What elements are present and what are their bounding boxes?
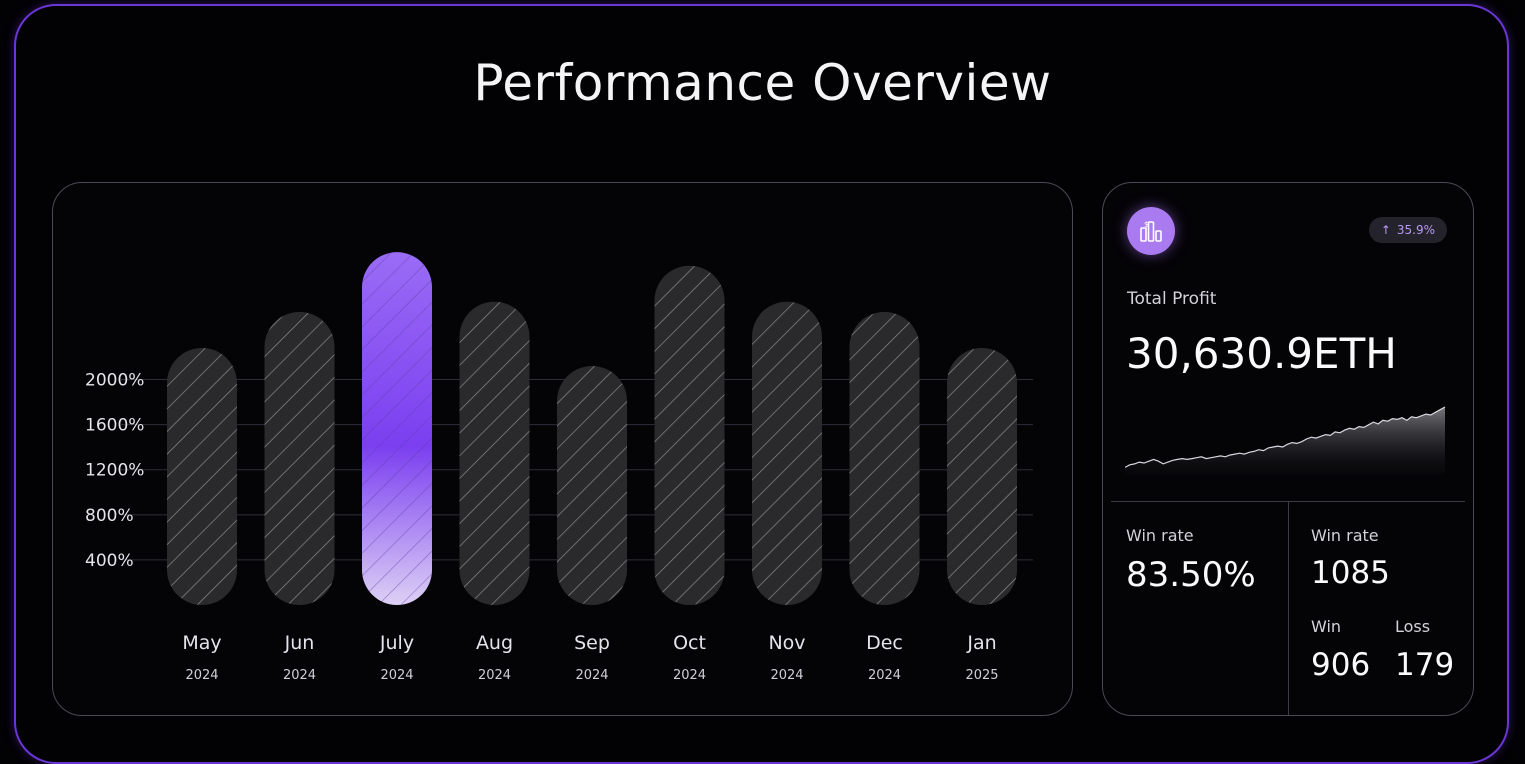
x-tick-label: Jun [284, 632, 315, 654]
x-tick-label: Jan [966, 632, 996, 654]
bar[interactable] [947, 347, 1017, 605]
bar[interactable] [264, 311, 335, 605]
svg-text:$: $ [1144, 220, 1149, 229]
x-tick-year-label: 2024 [478, 668, 511, 683]
bar-chart: 400% 800% 1200% 1600% 2000% May 2024 Jun 2024 Jul… [85, 252, 1033, 683]
loss-count-label: Loss [1395, 617, 1431, 636]
growth-badge-value: 35.9% [1396, 223, 1435, 237]
trades-label: Win rate [1311, 526, 1379, 545]
x-tick-label: July [379, 632, 414, 654]
total-profit-label: Total Profit [1127, 289, 1217, 309]
arrow-up-icon: ↑ [1380, 223, 1391, 237]
bar[interactable] [849, 311, 920, 605]
profit-chart-icon-glyph: $ [1140, 220, 1162, 242]
bar[interactable] [752, 301, 822, 605]
y-tick-label: 2000% [85, 371, 144, 391]
win-rate-label: Win rate [1126, 526, 1194, 545]
bar-highlight-hatch [362, 252, 432, 605]
win-count-label: Win [1311, 617, 1342, 636]
x-tick-label: May [182, 632, 221, 654]
x-tick-year-label: 2025 [965, 668, 998, 683]
bar[interactable] [654, 265, 725, 605]
win-rate-value: 83.50% [1126, 555, 1256, 595]
x-tick-year-label: 2024 [283, 668, 316, 683]
y-tick-label: 400% [85, 551, 134, 571]
y-tick-label: 1200% [85, 461, 144, 481]
growth-badge: ↑ 35.9% [1368, 217, 1447, 243]
x-tick-label: Sep [574, 632, 610, 654]
y-tick-label: 800% [85, 506, 134, 526]
bar[interactable] [459, 301, 530, 605]
stats-divider-vertical [1288, 501, 1289, 715]
x-tick-label: Oct [673, 632, 706, 654]
bar[interactable] [557, 366, 627, 605]
profit-chart-icon: $ [1127, 207, 1175, 255]
x-tick-year-label: 2024 [868, 668, 901, 683]
x-tick-year-label: 2024 [185, 668, 218, 683]
x-tick-label: Aug [476, 632, 513, 654]
x-tick-year-label: 2024 [673, 668, 706, 683]
y-tick-label: 1600% [85, 416, 144, 436]
bar-chart-panel: 400% 800% 1200% 1600% 2000% May 2024 Jun 2024 Jul… [52, 182, 1073, 716]
page-title: Performance Overview [473, 54, 1052, 112]
loss-count-value: 179 [1395, 647, 1455, 683]
x-tick-label: Nov [768, 632, 805, 654]
sparkline-area [1125, 407, 1445, 475]
total-profit-value: 30,630.9ETH [1126, 329, 1397, 378]
x-tick-label: Dec [866, 632, 903, 654]
x-tick-year-label: 2024 [770, 668, 803, 683]
x-tick-year-label: 2024 [380, 668, 413, 683]
trades-value: 1085 [1311, 555, 1390, 591]
x-tick-year-label: 2024 [575, 668, 608, 683]
sparkline-line [1125, 406, 1446, 468]
profit-sparkline [1125, 406, 1446, 475]
bar[interactable] [167, 347, 237, 605]
win-count-value: 906 [1311, 647, 1371, 683]
profit-stats-panel: $ ↑ 35.9% Total Profit 30,630.9ETH Win r… [1102, 182, 1474, 716]
